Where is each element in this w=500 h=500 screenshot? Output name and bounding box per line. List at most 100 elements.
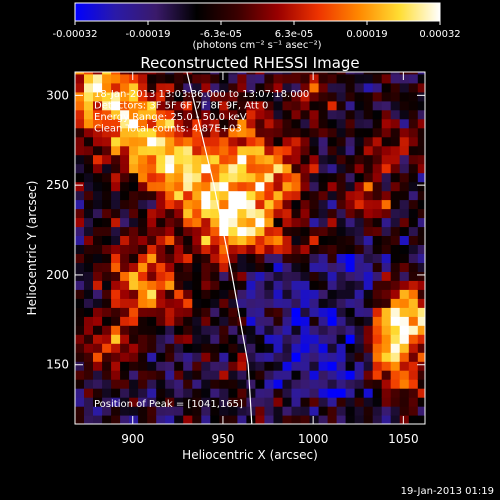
heatmap-cell: [120, 379, 130, 389]
heatmap-cell: [174, 190, 184, 201]
heatmap-cell: [300, 181, 311, 192]
heatmap-cell: [300, 379, 311, 389]
heatmap-cell: [165, 145, 175, 156]
heatmap-cell: [390, 316, 401, 326]
heatmap-cell: [336, 100, 347, 111]
heatmap-cell: [336, 127, 347, 138]
heatmap-cell: [390, 244, 401, 254]
heatmap-cell: [75, 370, 85, 380]
heatmap-cell: [336, 370, 347, 380]
heatmap-cell: [237, 73, 247, 84]
heatmap-cell: [399, 190, 410, 201]
heatmap-cell: [354, 208, 365, 219]
heatmap-cell: [120, 316, 130, 326]
heatmap-cell: [372, 82, 383, 93]
heatmap-cell: [390, 388, 401, 398]
heatmap-cell: [120, 388, 130, 398]
heatmap-cell: [129, 235, 139, 245]
heatmap-cell: [138, 217, 148, 228]
heatmap-cell: [345, 316, 356, 326]
heatmap-cell: [255, 181, 265, 192]
heatmap-cell: [219, 244, 229, 254]
heatmap-cell: [246, 343, 256, 353]
heatmap-cell: [417, 325, 425, 335]
heatmap-cell: [327, 388, 338, 398]
heatmap-cell: [93, 190, 103, 201]
heatmap-cell: [390, 217, 401, 228]
heatmap-cell: [318, 145, 329, 156]
heatmap-cell: [219, 181, 229, 192]
heatmap-cell: [408, 370, 419, 380]
heatmap-cell: [129, 136, 139, 147]
heatmap-cell: [192, 289, 202, 299]
heatmap-cell: [120, 118, 130, 129]
heatmap-cell: [192, 388, 202, 398]
heatmap-cell: [246, 172, 256, 183]
heatmap-cell: [255, 154, 265, 165]
heatmap-cell: [174, 118, 184, 129]
heatmap-cell: [327, 379, 338, 389]
heatmap-cell: [399, 73, 410, 84]
heatmap-cell: [300, 226, 311, 236]
heatmap-cell: [156, 244, 166, 254]
heatmap-cell: [192, 379, 202, 389]
heatmap-cell: [336, 181, 347, 192]
heatmap-cell: [318, 217, 329, 228]
heatmap-cell: [210, 145, 220, 156]
heatmap-cell: [408, 325, 419, 335]
heatmap-cell: [354, 109, 365, 120]
heatmap-cell: [147, 289, 157, 299]
heatmap-cell: [219, 91, 229, 102]
heatmap-cell: [255, 280, 265, 290]
heatmap-cell: [309, 397, 320, 407]
heatmap-cell: [336, 199, 347, 210]
heatmap-cell: [327, 307, 338, 317]
heatmap-cell: [363, 352, 374, 362]
heatmap-cell: [390, 289, 401, 299]
heatmap-cell: [345, 325, 356, 335]
heatmap-cell: [228, 199, 238, 210]
heatmap-cell: [210, 388, 220, 398]
heatmap-cell: [408, 181, 419, 192]
heatmap-cell: [147, 280, 157, 290]
heatmap-cell: [345, 262, 356, 272]
heatmap-cell: [309, 406, 320, 416]
colorbar-tick-label: -6.3e-05: [200, 29, 242, 40]
heatmap-cell: [372, 127, 383, 138]
heatmap-cell: [273, 280, 284, 290]
heatmap-cell: [282, 406, 293, 416]
heatmap-cell: [165, 127, 175, 138]
heatmap-cell: [210, 253, 220, 263]
heatmap-cell: [336, 262, 347, 272]
heatmap-cell: [201, 163, 211, 174]
solar-limb-line: [186, 72, 253, 424]
heatmap-cell: [381, 289, 392, 299]
heatmap-cell: [75, 253, 85, 263]
heatmap-cell: [381, 388, 392, 398]
heatmap-cell: [192, 370, 202, 380]
heatmap-cell: [282, 370, 293, 380]
heatmap-cell: [282, 379, 293, 389]
heatmap-cell: [165, 82, 175, 93]
heatmap-cell: [201, 262, 211, 272]
heatmap-cell: [228, 397, 238, 407]
heatmap-cell: [246, 289, 256, 299]
heatmap-cell: [372, 334, 383, 344]
heatmap-cell: [165, 406, 175, 416]
heatmap-cell: [183, 190, 193, 201]
heatmap-cell: [219, 217, 229, 228]
heatmap-cell: [237, 172, 247, 183]
heatmap-cell: [363, 72, 374, 75]
heatmap-cell: [93, 82, 103, 93]
heatmap-cell: [219, 235, 229, 245]
heatmap-cell: [174, 361, 184, 371]
heatmap-cell: [183, 244, 193, 254]
heatmap-cell: [201, 82, 211, 93]
heatmap-cell: [336, 379, 347, 389]
heatmap-cell: [318, 235, 329, 245]
heatmap-cell: [201, 136, 211, 147]
heatmap-cell: [237, 145, 247, 156]
heatmap-cell: [93, 334, 103, 344]
heatmap-cell: [417, 271, 425, 281]
heatmap-cell: [138, 226, 148, 236]
